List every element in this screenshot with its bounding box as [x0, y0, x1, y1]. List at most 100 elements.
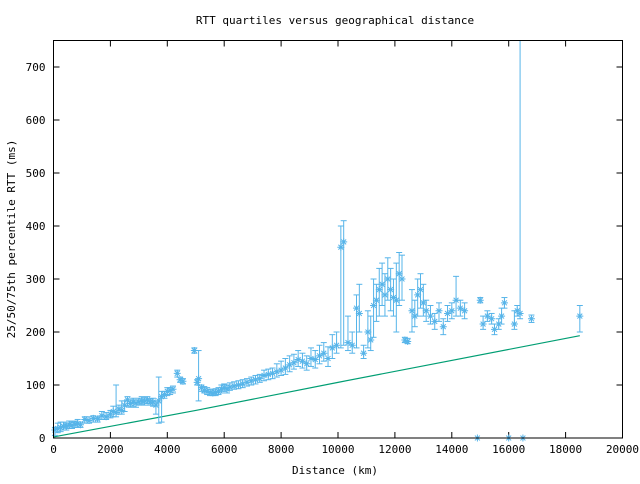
asterisk-marker [54, 424, 62, 432]
data-point [384, 257, 392, 301]
x-tick-label: 14000 [435, 443, 468, 456]
asterisk-marker [135, 398, 143, 406]
data-point [273, 363, 281, 378]
asterisk-marker [129, 398, 137, 406]
asterisk-marker [126, 400, 134, 408]
data-point [307, 347, 315, 367]
asterisk-marker [74, 420, 82, 428]
data-point [378, 262, 386, 306]
x-tick-label: 18000 [549, 443, 582, 456]
asterisk-marker [344, 339, 352, 347]
data-point [398, 254, 406, 301]
data-point [298, 352, 306, 369]
data-point [230, 381, 238, 390]
asterisk-marker [510, 320, 518, 328]
data-point [195, 350, 203, 402]
asterisk-marker [141, 397, 149, 405]
data-point [444, 305, 452, 322]
lower-bound-line [53, 335, 580, 438]
data-point [500, 297, 508, 309]
data-point [121, 400, 129, 412]
asterisk-marker [337, 243, 345, 251]
asterisk-marker [277, 366, 285, 374]
data-point [190, 347, 198, 355]
asterisk-marker [77, 421, 85, 429]
asterisk-marker [65, 421, 73, 429]
asterisk-marker [190, 347, 198, 355]
asterisk-marker [197, 384, 205, 392]
asterisk-marker [269, 369, 277, 377]
asterisk-marker [395, 270, 403, 278]
asterisk-marker [398, 275, 406, 283]
asterisk-marker [333, 341, 341, 349]
data-point [98, 411, 106, 420]
y-tick-label: 400 [26, 220, 46, 233]
y-tick-label: 200 [26, 326, 46, 339]
asterisk-marker [498, 312, 506, 320]
data-point [179, 377, 187, 385]
asterisk-marker [392, 296, 400, 304]
y-tick-label: 500 [26, 167, 46, 180]
asterisk-marker [68, 421, 76, 429]
data-point [277, 360, 285, 376]
data-point [448, 302, 456, 320]
asterisk-marker [417, 286, 425, 294]
asterisk-marker [381, 291, 389, 299]
asterisk-marker [115, 405, 123, 413]
asterisk-marker [364, 328, 372, 336]
asterisk-marker [260, 371, 268, 379]
data-point [516, 40, 524, 320]
asterisk-marker [444, 309, 452, 317]
asterisk-marker [387, 286, 395, 294]
asterisk-marker [176, 376, 184, 384]
asterisk-marker [166, 386, 174, 394]
asterisk-marker [193, 378, 201, 386]
data-point [456, 299, 464, 317]
asterisk-marker [251, 376, 259, 384]
data-point [426, 305, 434, 325]
data-point [527, 314, 535, 323]
data-point [286, 355, 294, 373]
data-point [404, 337, 412, 346]
asterisk-marker [179, 377, 187, 385]
data-point [256, 373, 264, 383]
asterisk-marker [488, 315, 496, 323]
asterisk-marker [195, 375, 203, 383]
asterisk-marker [372, 296, 380, 304]
data-point [243, 378, 251, 387]
data-point [488, 312, 496, 325]
data-point [324, 346, 332, 367]
data-point [112, 384, 120, 418]
asterisk-marker [527, 315, 535, 323]
asterisk-marker [311, 356, 319, 364]
data-point [360, 344, 368, 359]
asterisk-marker [320, 349, 328, 357]
data-point [311, 350, 319, 369]
asterisk-marker [439, 323, 447, 331]
x-tick-label: 8000 [268, 443, 295, 456]
asterisk-marker [143, 396, 151, 404]
asterisk-marker [324, 355, 332, 362]
asterisk-marker [576, 312, 584, 320]
data-point [408, 289, 416, 333]
asterisk-marker [456, 304, 464, 312]
asterisk-marker [448, 307, 456, 315]
asterisk-marker [500, 299, 508, 307]
asterisk-marker [121, 401, 129, 409]
data-point [367, 315, 375, 352]
data-point [490, 323, 498, 336]
asterisk-marker [414, 291, 422, 299]
data-point [381, 273, 389, 317]
data-point [132, 399, 140, 408]
data-point [392, 262, 400, 333]
asterisk-marker [303, 360, 311, 368]
data-point [269, 367, 277, 380]
x-tick-label: 6000 [211, 443, 238, 456]
asterisk-marker [408, 307, 416, 315]
asterisk-marker [435, 307, 443, 315]
y-tick-label: 600 [26, 114, 46, 127]
data-point [247, 376, 255, 386]
data-point [226, 382, 234, 391]
data-point [479, 315, 487, 330]
asterisk-marker [223, 385, 231, 393]
